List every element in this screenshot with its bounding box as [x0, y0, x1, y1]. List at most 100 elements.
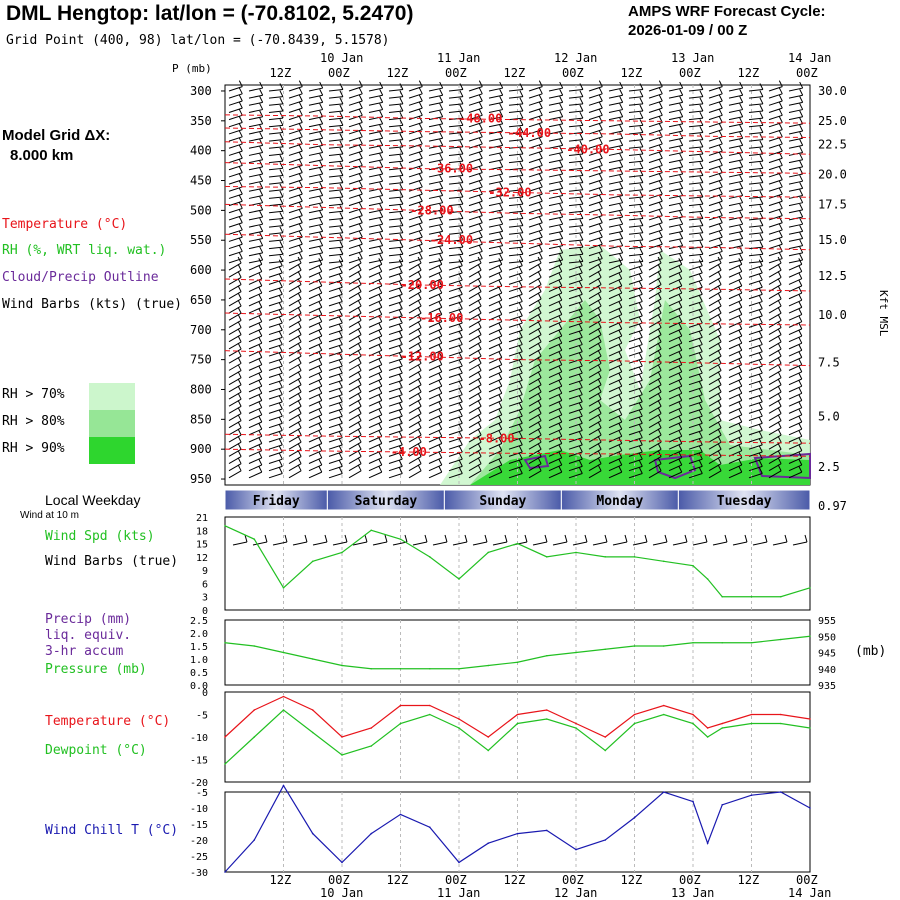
wind-barb — [588, 334, 602, 343]
wind-barb — [548, 335, 562, 343]
height-tick-label: 7.5 — [818, 356, 840, 370]
wind-barb — [768, 269, 782, 278]
wind-barb-flag — [679, 217, 684, 225]
wind-barb — [328, 408, 343, 414]
wind-barb — [788, 464, 802, 472]
wind-barb-flag — [439, 217, 444, 225]
wind-barb — [628, 351, 643, 357]
cloud-outline — [653, 454, 697, 480]
wind-barb-flag — [518, 295, 523, 302]
wind-barb-flag — [518, 266, 523, 274]
wind-barb — [588, 243, 603, 250]
wind-barb — [408, 312, 422, 321]
wind-barb — [768, 305, 782, 314]
wind-barb — [508, 246, 523, 250]
isotherm-label: -44.00 — [508, 126, 551, 140]
wind-barb-flag — [758, 431, 763, 438]
wind-barb-flag — [618, 351, 623, 358]
wind-barb — [648, 284, 662, 293]
wind-barb — [728, 435, 742, 443]
wind-barb — [668, 159, 683, 164]
wind-barb — [728, 428, 742, 436]
wind-barb — [448, 322, 463, 328]
wind-barb-flag — [237, 407, 242, 414]
wind-barb-flag — [618, 394, 623, 401]
wind-barb-flag — [699, 226, 704, 234]
wind-barb — [688, 96, 703, 99]
wind-barb — [588, 200, 603, 207]
wind-barb-flag — [558, 451, 563, 459]
wind-barb-flag — [439, 139, 444, 146]
wind-barb — [608, 400, 622, 407]
wind-barb — [788, 428, 802, 436]
wind-barb — [588, 348, 602, 357]
wind-barb — [628, 365, 643, 371]
wind-barb-flag — [739, 96, 744, 103]
wind-barb — [468, 157, 483, 164]
wind-barb-flag — [558, 308, 563, 315]
wind-barb — [308, 335, 322, 343]
wind-barb — [488, 223, 503, 228]
wind-barb — [248, 101, 263, 106]
wind-barb-flag — [558, 358, 563, 365]
wind-barb — [228, 114, 243, 121]
wind-barb — [508, 336, 523, 343]
wind-barb — [368, 314, 382, 321]
wind-barb — [588, 236, 603, 242]
wind-barb — [568, 387, 583, 393]
wind-barb — [228, 200, 243, 207]
wind-barb-flag — [378, 408, 383, 416]
wind-barb — [388, 293, 403, 300]
temperature-tick: -20 — [190, 778, 208, 789]
wind-barb — [228, 398, 242, 407]
wind-barb — [688, 379, 703, 386]
wind-barb-flag — [559, 103, 564, 110]
wind-barb — [368, 159, 383, 164]
wind-barb — [688, 286, 703, 293]
wind-barb — [788, 180, 803, 185]
wind-barb — [648, 236, 663, 242]
wind-barb-flag — [699, 190, 704, 198]
wind-barb — [228, 215, 243, 221]
wind-barb — [428, 443, 442, 450]
time-tick-label-bottom: 00Z — [679, 873, 701, 887]
pressure-tick-right: 950 — [818, 632, 836, 643]
wind-barb-flag — [598, 238, 603, 245]
wind-barb — [248, 364, 262, 371]
wind-barb — [308, 166, 323, 171]
wind-barb — [788, 259, 803, 264]
wind-barb — [528, 157, 543, 164]
wind-barb — [648, 200, 663, 207]
wind-barb-flag — [598, 223, 603, 231]
wind-barb-flag — [618, 365, 623, 373]
wind-barb — [508, 394, 523, 400]
wind-barb-flag — [318, 258, 323, 265]
wind-barb — [568, 103, 583, 106]
wind-barb — [708, 341, 722, 350]
wind-barb-flag — [378, 336, 383, 344]
wind-barb-flag — [499, 210, 504, 218]
wind-barb-flag — [798, 465, 803, 473]
windchill-line-point — [706, 842, 709, 844]
wind-barb-flag — [358, 166, 363, 173]
wind-barb-flag — [718, 152, 723, 159]
wind-barb-flag — [258, 379, 263, 387]
wind-barb-flag — [357, 357, 362, 364]
wind-barb-flag — [439, 246, 444, 254]
wind-barb-flag — [678, 387, 683, 394]
wind-barb-flag — [458, 374, 463, 381]
wind-barb — [708, 243, 723, 250]
wind-barb-flag — [679, 124, 684, 132]
temperature-line-point — [721, 722, 724, 725]
date-label-top: 10 Jan — [320, 51, 363, 65]
wind-barb-flag — [439, 167, 444, 175]
wind-barb-flag — [318, 279, 323, 287]
wind-barb-flag — [518, 352, 523, 360]
wind-barb — [628, 279, 643, 285]
windchill-line-point — [604, 839, 607, 841]
wind-barb — [788, 166, 803, 171]
wind-barb — [628, 430, 643, 436]
wind-barb — [508, 89, 523, 92]
wind-barb-flag — [498, 279, 503, 287]
wind-barb — [708, 172, 723, 178]
